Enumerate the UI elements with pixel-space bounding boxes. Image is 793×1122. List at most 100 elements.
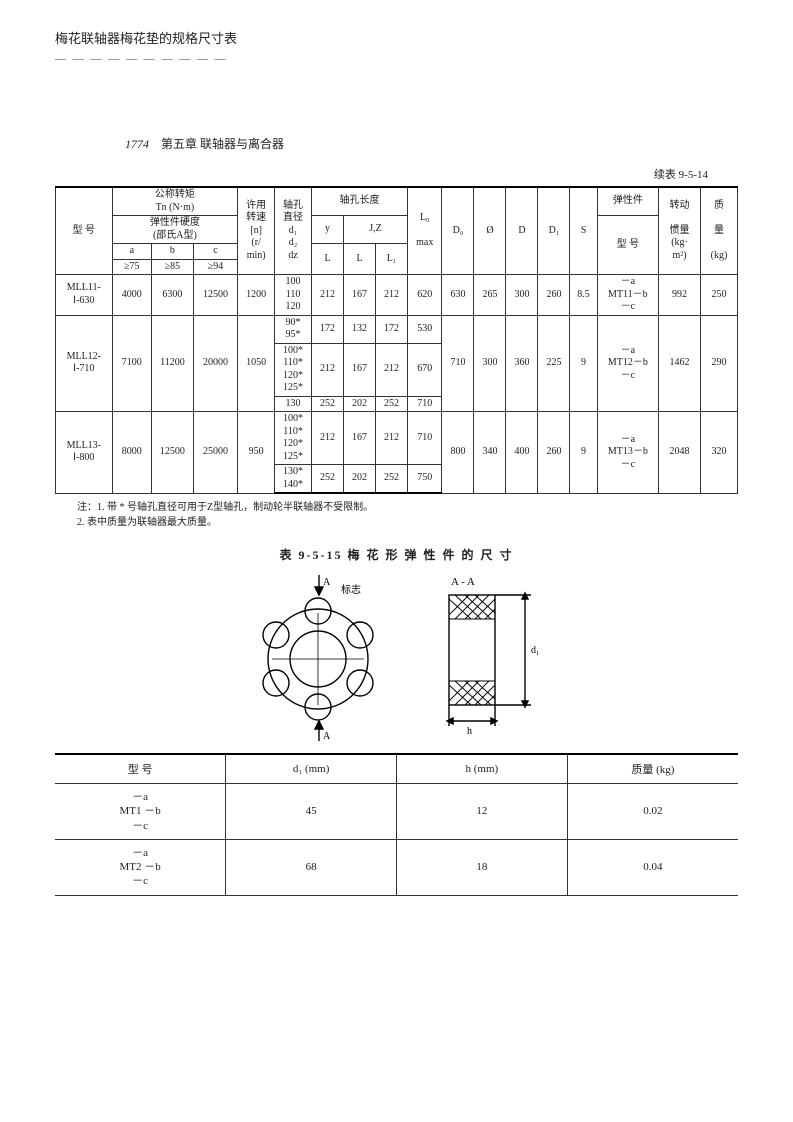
table-cell: －a MT11－b －c (597, 275, 659, 316)
svg-text:A - A: A - A (451, 576, 475, 588)
table-cell: 992 (659, 275, 701, 316)
continuation-label: 续表 9-5-14 (55, 166, 708, 182)
table-cell: MLL13- Ⅰ-800 (56, 412, 113, 494)
table-cell: 11200 (152, 315, 194, 412)
table-notes: 注：1. 带 * 号轴孔直径可用于Z型轴孔，制动轮半联轴器不受限制。 2. 表中… (77, 500, 738, 530)
th-speed: 许用 转速 [n] (r/ min) (238, 187, 275, 275)
table-cell: 25000 (193, 412, 237, 494)
plum-shape-icon: A 标志 A (233, 571, 403, 741)
th-c-cond: ≥94 (193, 259, 237, 275)
table-cell: 18 (397, 839, 568, 895)
svg-text:d₁: d₁ (531, 645, 540, 656)
table-cell: －a MT13－b －c (597, 412, 659, 494)
table-cell: 45 (226, 784, 397, 840)
table-cell: 4000 (112, 275, 151, 316)
table-cell: 20000 (193, 315, 237, 412)
table-cell: 167 (344, 412, 376, 465)
table-cell: 400 (506, 412, 538, 494)
page-title: 梅花联轴器梅花垫的规格尺寸表 (55, 28, 738, 47)
table-cell: 300 (474, 315, 506, 412)
svg-text:h: h (467, 726, 472, 737)
table-cell: －a MT2 －b －c (55, 839, 226, 895)
table-cell: 340 (474, 412, 506, 494)
table-cell: 260 (538, 275, 570, 316)
svg-text:A: A (323, 577, 331, 588)
spec-table-9-5-14: 型 号 公称转矩 Tn (N·m) 许用 转速 [n] (r/ min) 轴孔 … (55, 186, 738, 494)
th-Lj: L (344, 244, 376, 275)
table-cell: 252 (312, 465, 344, 494)
th-b: b (152, 244, 194, 260)
th-d0: D₀ (442, 187, 474, 275)
table-cell: 265 (474, 275, 506, 316)
table-cell: 90* 95* (275, 315, 312, 343)
table-cell: 670 (408, 343, 442, 396)
table-cell: 0.04 (567, 839, 738, 895)
table-cell: 100* 110* 120* 125* (275, 412, 312, 465)
table-cell: 710 (408, 412, 442, 465)
table-cell: 620 (408, 275, 442, 316)
th-L1: L₁ (376, 244, 408, 275)
page-number: 1774 (125, 137, 149, 151)
th2-model: 型 号 (55, 754, 226, 784)
th-bore: 轴孔 直径 d₁ d₂ dz (275, 187, 312, 275)
th2-h: h (mm) (397, 754, 568, 784)
table-cell: －a MT1 －b －c (55, 784, 226, 840)
th-Ly: L (312, 244, 344, 275)
table-cell: 130 (275, 396, 312, 412)
table-cell: 130* 140* (275, 465, 312, 494)
th2-mass: 质量 (kg) (567, 754, 738, 784)
th-torque-sub: 弹性件硬度 (邵氏A型) (112, 216, 238, 244)
table-cell: 202 (344, 396, 376, 412)
note-2: 2. 表中质量为联轴器最大质量。 (77, 515, 738, 530)
th-l0: L₀ max (408, 187, 442, 275)
note-1: 注：1. 带 * 号轴孔直径可用于Z型轴孔，制动轮半联轴器不受限制。 (77, 500, 738, 515)
table-cell: MLL12- Ⅰ-710 (56, 315, 113, 412)
table-cell: 202 (344, 465, 376, 494)
table-cell: 172 (312, 315, 344, 343)
table-cell: 68 (226, 839, 397, 895)
th-len-title: 轴孔长度 (312, 187, 408, 216)
th-d: D (506, 187, 538, 275)
table-cell: 12500 (193, 275, 237, 316)
table-cell: 9 (570, 412, 597, 494)
table-cell: 252 (376, 465, 408, 494)
th-torque-title: 公称转矩 Tn (N·m) (112, 187, 238, 216)
th-c: c (193, 244, 237, 260)
th-y: y (312, 216, 344, 244)
svg-text:标志: 标志 (341, 583, 361, 596)
table-cell: 172 (376, 315, 408, 343)
table-cell: 950 (238, 412, 275, 494)
th-elastic: 弹性件 (597, 187, 659, 216)
th-s: S (570, 187, 597, 275)
section-view-icon: A - A (431, 571, 561, 741)
th-model: 型 号 (56, 187, 113, 275)
table-cell: 360 (506, 315, 538, 412)
table-cell: 212 (312, 343, 344, 396)
table-cell: 630 (442, 275, 474, 316)
table-cell: 12 (397, 784, 568, 840)
table-cell: 212 (312, 275, 344, 316)
table-cell: 212 (376, 412, 408, 465)
elastic-element-diagram: A 标志 A (55, 571, 738, 741)
chapter-text: 第五章 联轴器与离合器 (161, 137, 284, 151)
table-cell: 252 (312, 396, 344, 412)
table-cell: 6300 (152, 275, 194, 316)
chapter-heading: 1774 第五章 联轴器与离合器 (125, 135, 738, 152)
th-jz: J,Z (344, 216, 408, 244)
th-mass: 质 量 (kg) (700, 187, 737, 275)
th-b-cond: ≥85 (152, 259, 194, 275)
table-cell: 167 (344, 343, 376, 396)
table-cell: 0.02 (567, 784, 738, 840)
table-cell: 100 110 120 (275, 275, 312, 316)
table-cell: 225 (538, 315, 570, 412)
table-cell: 1462 (659, 315, 701, 412)
table-cell: 12500 (152, 412, 194, 494)
table-cell: 260 (538, 412, 570, 494)
table-cell: 530 (408, 315, 442, 343)
table-cell: 100* 110* 120* 125* (275, 343, 312, 396)
table-cell: 320 (700, 412, 737, 494)
table-cell: 710 (442, 315, 474, 412)
th-inertia: 转动 惯量 (kg· m²) (659, 187, 701, 275)
table-cell: 300 (506, 275, 538, 316)
table-cell: 250 (700, 275, 737, 316)
